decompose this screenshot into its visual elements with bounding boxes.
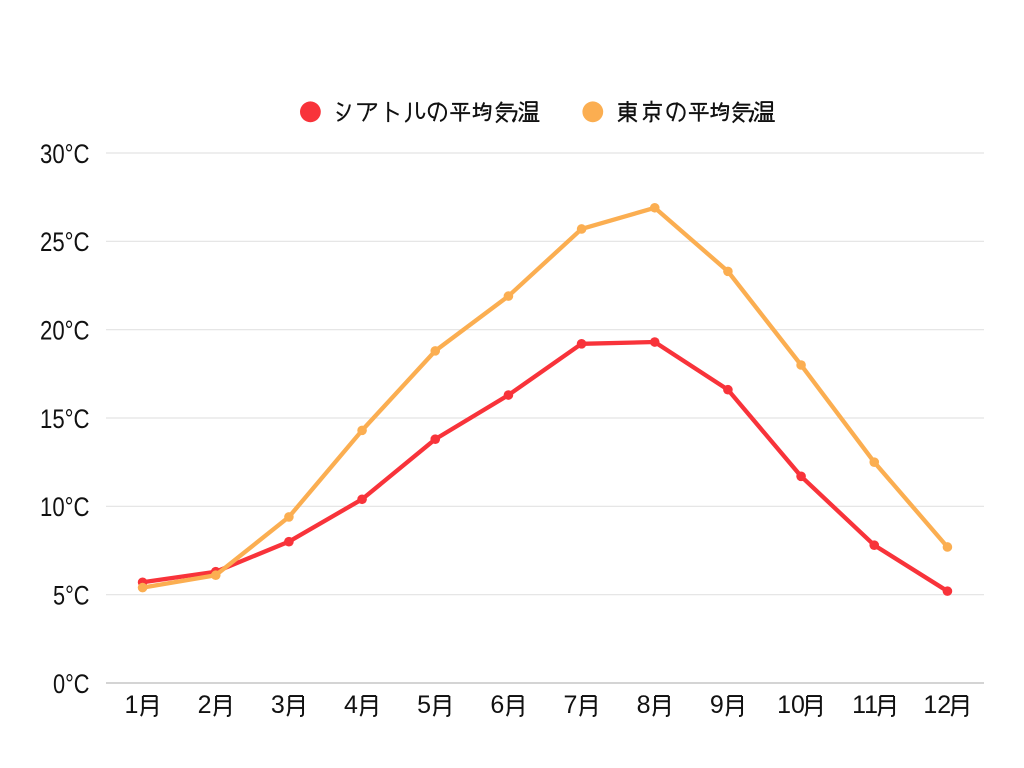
svg-text:0°C: 0°C <box>53 669 90 699</box>
svg-text:9: 9 <box>710 691 724 719</box>
svg-text:10: 10 <box>777 691 805 719</box>
svg-text:25°C: 25°C <box>40 227 90 257</box>
svg-text:8: 8 <box>637 691 651 719</box>
svg-text:11: 11 <box>852 691 878 719</box>
svg-text:3: 3 <box>271 691 285 719</box>
svg-text:4: 4 <box>344 691 358 719</box>
svg-text:1: 1 <box>124 691 138 719</box>
svg-text:7: 7 <box>563 691 577 719</box>
svg-text:12: 12 <box>923 691 951 719</box>
svg-text:15°C: 15°C <box>40 404 90 434</box>
svg-text:20°C: 20°C <box>40 315 90 345</box>
svg-text:30°C: 30°C <box>40 139 90 169</box>
svg-text:10°C: 10°C <box>40 492 90 522</box>
svg-text:5°C: 5°C <box>53 580 90 610</box>
svg-text:5: 5 <box>417 691 431 719</box>
svg-text:2: 2 <box>198 691 212 719</box>
svg-text:6: 6 <box>490 691 504 719</box>
